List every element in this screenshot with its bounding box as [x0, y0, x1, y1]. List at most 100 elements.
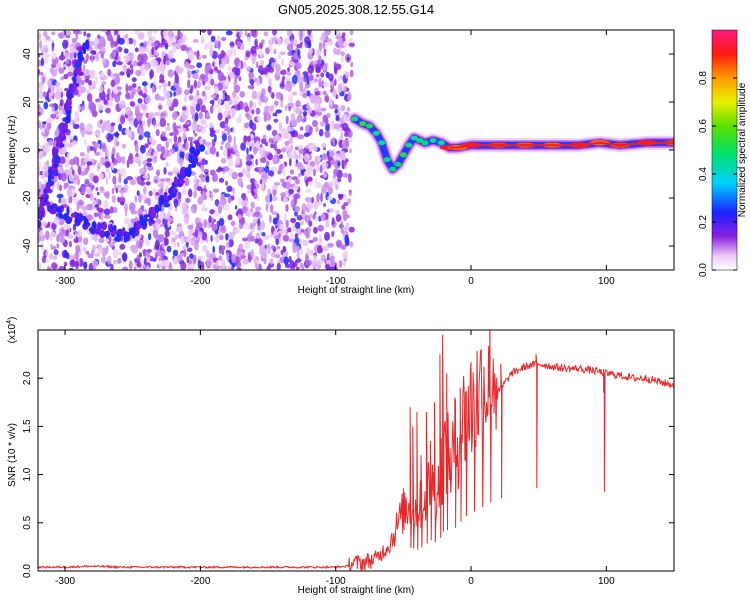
heatmap-noise-blob [288, 238, 295, 243]
heatmap-noise-blob [284, 84, 288, 91]
heatmap-noise-blob [255, 259, 261, 264]
heatmap-noise-blob [342, 32, 346, 37]
heatmap-noise-blob [159, 212, 164, 221]
heatmap-noise-blob [61, 172, 67, 182]
heatmap-noise-blob [179, 158, 183, 169]
heatmap-noise-blob [337, 161, 341, 167]
heatmap-noise-blob [93, 252, 101, 257]
heatmap-noise-blob [222, 133, 227, 142]
heatmap-noise-blob [250, 30, 257, 37]
heatmap-noise-blob [245, 50, 251, 58]
heatmap-noise-blob [171, 237, 176, 243]
heatmap-noise-blob [104, 146, 108, 153]
heatmap-noise-blob [53, 216, 60, 225]
heatmap-noise-blob [318, 42, 323, 51]
heatmap-noise-blob [122, 143, 126, 149]
heatmap-noise-blob [60, 76, 64, 81]
heatmap-noise-blob [137, 98, 143, 104]
heatmap-noise-blob [320, 107, 327, 112]
heatmap-noise-blob [189, 253, 194, 259]
heatmap-noise-blob [303, 86, 307, 93]
heatmap-noise-blob [195, 103, 201, 112]
heatmap-noise-blob [331, 258, 334, 267]
heatmap-noise-blob [43, 101, 49, 110]
heatmap-noise-blob [67, 234, 74, 239]
snr-panel: -300 -200 -100 0 100 0.0 0.5 1.0 1.5 2.0 Height … [6, 317, 675, 596]
heatmap-noise-blob [342, 113, 348, 123]
heatmap-noise-blob [188, 51, 195, 61]
heatmap-noise-blob [218, 255, 223, 261]
heatmap-noise-blob [226, 265, 230, 270]
heatmap-noise-blob [321, 142, 327, 149]
heatmap-noise-blob [41, 221, 48, 227]
heatmap-noise-blob [259, 220, 266, 230]
heatmap-noise-blob [304, 196, 312, 203]
heatmap-noise-blob [83, 138, 87, 146]
heatmap-noise-blob [180, 236, 185, 245]
heatmap-noise-blob [255, 158, 258, 166]
heatmap-noise-blob [123, 48, 129, 54]
heatmap-ridge-point [383, 157, 391, 163]
heatmap-noise-blob [106, 32, 113, 42]
snr-x-tick-label: -100 [326, 576, 346, 587]
heatmap-noise-blob [246, 154, 252, 163]
heatmap-noise-blob [284, 263, 291, 269]
heatmap-noise-blob [294, 146, 299, 151]
heatmap-noise-blob [86, 187, 92, 195]
heatmap-noise-blob [164, 126, 168, 134]
heatmap-noise-blob [312, 120, 318, 127]
heatmap-track-blob [105, 233, 110, 239]
heatmap-noise-blob [260, 60, 264, 66]
heatmap-noise-blob [221, 37, 227, 41]
heatmap-noise-blob [291, 74, 298, 84]
heatmap-noise-blob [317, 224, 325, 232]
heatmap-noise-blob [98, 50, 105, 55]
heatmap-noise-blob [163, 90, 171, 100]
heatmap-noise-blob [311, 197, 314, 204]
heatmap-noise-blob [45, 230, 50, 240]
heatmap-noise-blob [220, 259, 226, 269]
heatmap-ridge-point [359, 121, 367, 127]
heatmap-noise-blob [236, 102, 241, 111]
heatmap-noise-blob [139, 127, 143, 135]
heatmap-noise-blob [266, 124, 272, 131]
heatmap-noise-blob [305, 259, 313, 267]
heatmap-noise-blob [279, 51, 286, 56]
heatmap-noise-blob [56, 127, 59, 132]
heatmap-noise-blob [157, 96, 165, 101]
heatmap-noise-blob [138, 240, 143, 249]
heatmap-noise-blob [200, 118, 207, 126]
heatmap-noise-blob [305, 178, 309, 187]
heatmap-track-blob [157, 207, 162, 212]
heatmap-noise-blob [162, 217, 169, 227]
heatmap-noise-blob [123, 64, 127, 73]
heatmap-noise-blob [204, 43, 210, 51]
heatmap-noise-blob [318, 234, 322, 243]
heatmap-noise-blob [210, 35, 216, 42]
heatmap-noise-blob [187, 188, 193, 198]
heatmap-noise-blob [241, 200, 248, 207]
heatmap-noise-blob [114, 30, 119, 35]
heatmap-noise-blob [249, 222, 254, 230]
heatmap-track-blob [143, 214, 148, 219]
heatmap-noise-blob [276, 262, 281, 270]
heatmap-noise-blob [228, 231, 235, 240]
heatmap-noise-blob [340, 51, 346, 57]
heatmap-noise-blob [83, 31, 87, 37]
heatmap-noise-blob [90, 54, 94, 63]
heatmap-noise-blob [275, 238, 279, 246]
heatmap-noise-blob [47, 266, 52, 270]
heatmap-noise-blob [72, 179, 78, 185]
heatmap-noise-blob [288, 188, 295, 195]
heatmap-noise-blob [143, 59, 147, 65]
heatmap-noise-blob [246, 184, 252, 190]
heatmap-noise-blob [127, 155, 134, 165]
heatmap-noise-blob [214, 199, 220, 207]
heatmap-noise-blob [324, 95, 330, 103]
heatmap-noise-blob [349, 30, 354, 36]
heatmap-noise-blob [321, 153, 328, 161]
heatmap-noise-blob [108, 101, 114, 108]
heatmap-noise-blob [111, 195, 116, 203]
heatmap-noise-blob [38, 261, 42, 270]
heatmap-noise-blob [51, 31, 56, 36]
